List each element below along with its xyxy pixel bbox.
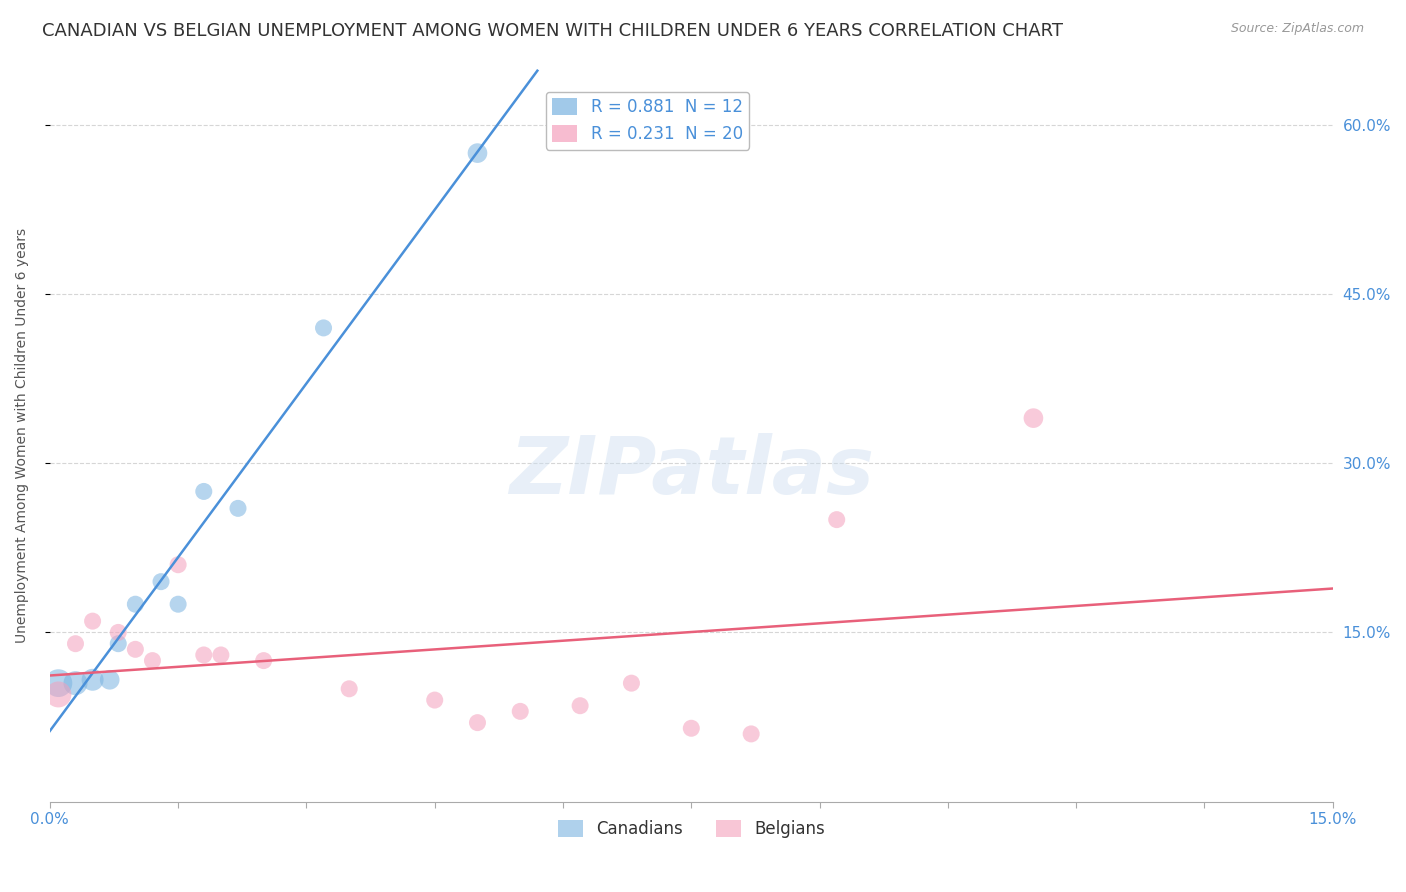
Point xyxy=(193,484,215,499)
Text: ZIPatlas: ZIPatlas xyxy=(509,433,873,511)
Point xyxy=(65,637,87,651)
Point xyxy=(467,146,489,161)
Point xyxy=(82,614,104,628)
Legend: Canadians, Belgians: Canadians, Belgians xyxy=(551,813,832,845)
Point xyxy=(209,648,232,662)
Point xyxy=(107,637,129,651)
Point xyxy=(312,321,335,335)
Point xyxy=(65,676,87,690)
Point xyxy=(48,676,70,690)
Point xyxy=(681,721,703,735)
Point xyxy=(337,681,360,696)
Point xyxy=(226,501,249,516)
Point xyxy=(509,704,531,718)
Y-axis label: Unemployment Among Women with Children Under 6 years: Unemployment Among Women with Children U… xyxy=(15,227,30,642)
Point xyxy=(167,597,190,611)
Point xyxy=(107,625,129,640)
Point xyxy=(253,654,276,668)
Point xyxy=(98,673,121,687)
Point xyxy=(467,715,489,730)
Text: Source: ZipAtlas.com: Source: ZipAtlas.com xyxy=(1230,22,1364,36)
Point xyxy=(740,727,762,741)
Point xyxy=(124,597,146,611)
Point xyxy=(82,673,104,687)
Point xyxy=(48,688,70,702)
Point xyxy=(167,558,190,572)
Point xyxy=(124,642,146,657)
Point xyxy=(193,648,215,662)
Text: CANADIAN VS BELGIAN UNEMPLOYMENT AMONG WOMEN WITH CHILDREN UNDER 6 YEARS CORRELA: CANADIAN VS BELGIAN UNEMPLOYMENT AMONG W… xyxy=(42,22,1063,40)
Point xyxy=(1022,411,1045,425)
Point xyxy=(825,513,848,527)
Point xyxy=(569,698,592,713)
Point xyxy=(141,654,163,668)
Point xyxy=(150,574,173,589)
Point xyxy=(620,676,643,690)
Point xyxy=(423,693,446,707)
